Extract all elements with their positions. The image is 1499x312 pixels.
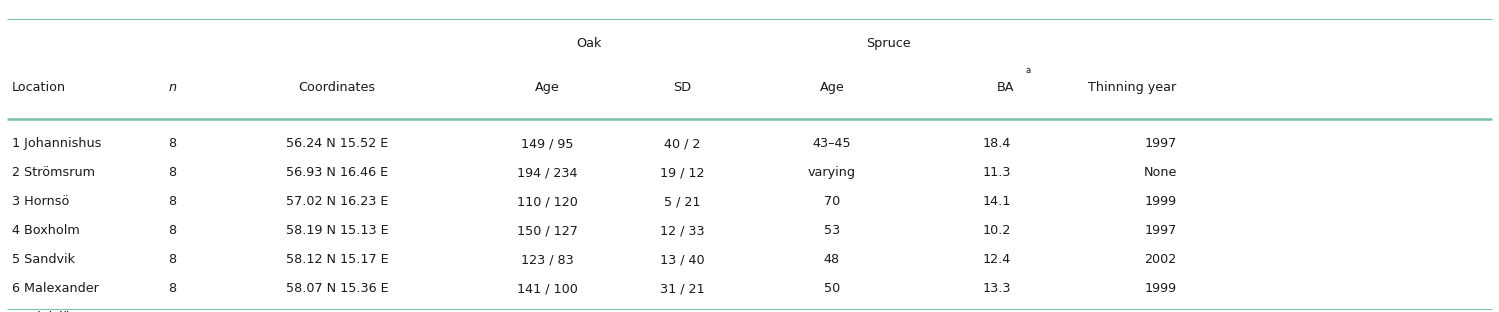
Text: 1997: 1997 [1144, 137, 1177, 150]
Text: 1999: 1999 [1145, 195, 1177, 208]
Text: 47: 47 [824, 311, 839, 312]
Text: Age: Age [820, 81, 844, 94]
Text: 7 Adelsläs: 7 Adelsläs [12, 311, 78, 312]
Text: Oak: Oak [577, 37, 601, 50]
Text: n: n [168, 81, 177, 94]
Text: 13 / 40: 13 / 40 [660, 253, 705, 266]
Text: 43–45: 43–45 [812, 137, 851, 150]
Text: 2 Strömsrum: 2 Strömsrum [12, 166, 94, 179]
Text: 8: 8 [168, 137, 177, 150]
Text: 19 / 12: 19 / 12 [660, 166, 705, 179]
Text: 2000: 2000 [1144, 311, 1177, 312]
Text: 58.14 N 15.95 E: 58.14 N 15.95 E [286, 311, 388, 312]
Text: 4 Boxholm: 4 Boxholm [12, 224, 79, 237]
Text: a: a [1025, 66, 1031, 75]
Text: 13.3: 13.3 [982, 282, 1012, 295]
Text: 48: 48 [824, 253, 839, 266]
Text: 1 Johannishus: 1 Johannishus [12, 137, 102, 150]
Text: Thinning year: Thinning year [1088, 81, 1177, 94]
Text: 18.4: 18.4 [983, 137, 1010, 150]
Text: Coordinates: Coordinates [298, 81, 376, 94]
Text: 8: 8 [168, 195, 177, 208]
Text: 13 / 47: 13 / 47 [660, 311, 705, 312]
Text: 12 / 33: 12 / 33 [660, 224, 705, 237]
Text: 149 / 95: 149 / 95 [520, 137, 574, 150]
Text: Location: Location [12, 81, 66, 94]
Text: 8: 8 [168, 311, 177, 312]
Text: 110 / 120: 110 / 120 [517, 195, 577, 208]
Text: Spruce: Spruce [866, 37, 911, 50]
Text: 50: 50 [824, 282, 839, 295]
Text: 58.07 N 15.36 E: 58.07 N 15.36 E [286, 282, 388, 295]
Text: BA: BA [997, 81, 1015, 94]
Text: 53: 53 [824, 224, 839, 237]
Text: 58.12 N 15.17 E: 58.12 N 15.17 E [286, 253, 388, 266]
Text: 12.4: 12.4 [983, 253, 1010, 266]
Text: None: None [1144, 166, 1177, 179]
Text: 3 Hornsö: 3 Hornsö [12, 195, 69, 208]
Text: 56.93 N 16.46 E: 56.93 N 16.46 E [286, 166, 388, 179]
Text: 70: 70 [824, 195, 839, 208]
Text: 14.1: 14.1 [983, 195, 1010, 208]
Text: 17.3: 17.3 [982, 311, 1012, 312]
Text: 31 / 21: 31 / 21 [660, 282, 705, 295]
Text: 1997: 1997 [1144, 224, 1177, 237]
Text: 8: 8 [168, 166, 177, 179]
Text: 8: 8 [168, 253, 177, 266]
Text: 150 / 127: 150 / 127 [517, 224, 577, 237]
Text: 2002: 2002 [1144, 253, 1177, 266]
Text: 146 / 76: 146 / 76 [520, 311, 574, 312]
Text: 10.2: 10.2 [983, 224, 1010, 237]
Text: 11.3: 11.3 [982, 166, 1012, 179]
Text: 1999: 1999 [1145, 282, 1177, 295]
Text: 6 Malexander: 6 Malexander [12, 282, 99, 295]
Text: 5 Sandvik: 5 Sandvik [12, 253, 75, 266]
Text: varying: varying [808, 166, 856, 179]
Text: 8: 8 [168, 224, 177, 237]
Text: 141 / 100: 141 / 100 [517, 282, 577, 295]
Text: 40 / 2: 40 / 2 [664, 137, 700, 150]
Text: 57.02 N 16.23 E: 57.02 N 16.23 E [286, 195, 388, 208]
Text: Age: Age [535, 81, 559, 94]
Text: 194 / 234: 194 / 234 [517, 166, 577, 179]
Text: 58.19 N 15.13 E: 58.19 N 15.13 E [286, 224, 388, 237]
Text: 8: 8 [168, 282, 177, 295]
Text: 56.24 N 15.52 E: 56.24 N 15.52 E [286, 137, 388, 150]
Text: SD: SD [673, 81, 691, 94]
Text: 5 / 21: 5 / 21 [664, 195, 700, 208]
Text: 123 / 83: 123 / 83 [520, 253, 574, 266]
